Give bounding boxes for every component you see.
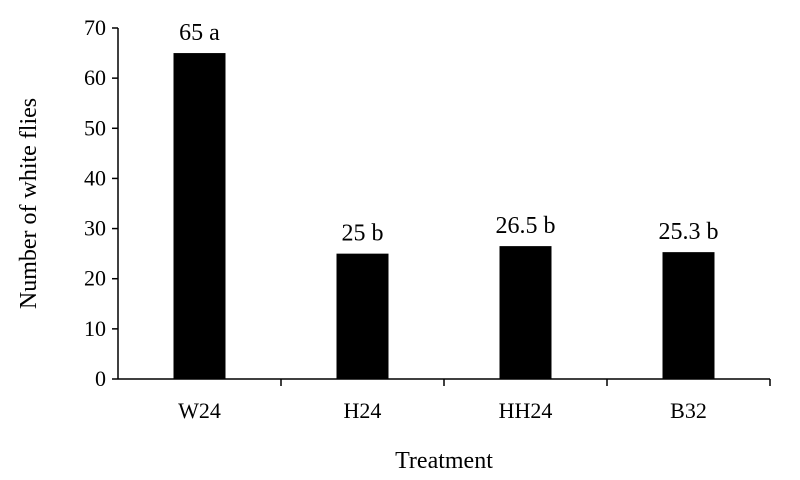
bar-w24 <box>173 53 226 379</box>
y-axis-ticks: 0 10 20 30 40 50 60 70 <box>84 15 118 391</box>
y-tick-label: 70 <box>84 15 106 40</box>
y-tick-label: 30 <box>84 216 106 241</box>
y-tick-label: 0 <box>95 366 106 391</box>
x-category-label: HH24 <box>499 398 553 423</box>
bar-hh24 <box>499 246 552 379</box>
x-axis-title: Treatment <box>395 448 493 474</box>
y-tick-label: 10 <box>84 316 106 341</box>
bar-data-label: 26.5 b <box>496 213 556 239</box>
y-axis-title: Number of white flies <box>16 98 42 309</box>
y-tick-label: 40 <box>84 165 106 190</box>
bar-data-label: 25.3 b <box>659 219 719 245</box>
y-tick-label: 20 <box>84 266 106 291</box>
x-category-label: W24 <box>178 398 221 423</box>
bar-data-label: 25 b <box>342 221 384 247</box>
x-category-label: B32 <box>670 398 707 423</box>
bars <box>173 53 715 379</box>
bar-h24 <box>336 253 389 379</box>
y-tick-label: 60 <box>84 65 106 90</box>
bar-data-label: 65 a <box>179 20 220 46</box>
x-category-label: H24 <box>344 398 382 423</box>
y-tick-label: 50 <box>84 115 106 140</box>
data-labels: 65 a 25 b 26.5 b 25.3 b <box>179 20 718 247</box>
x-axis-ticks: W24 H24 HH24 B32 <box>178 379 771 423</box>
bar-b32 <box>662 252 715 379</box>
